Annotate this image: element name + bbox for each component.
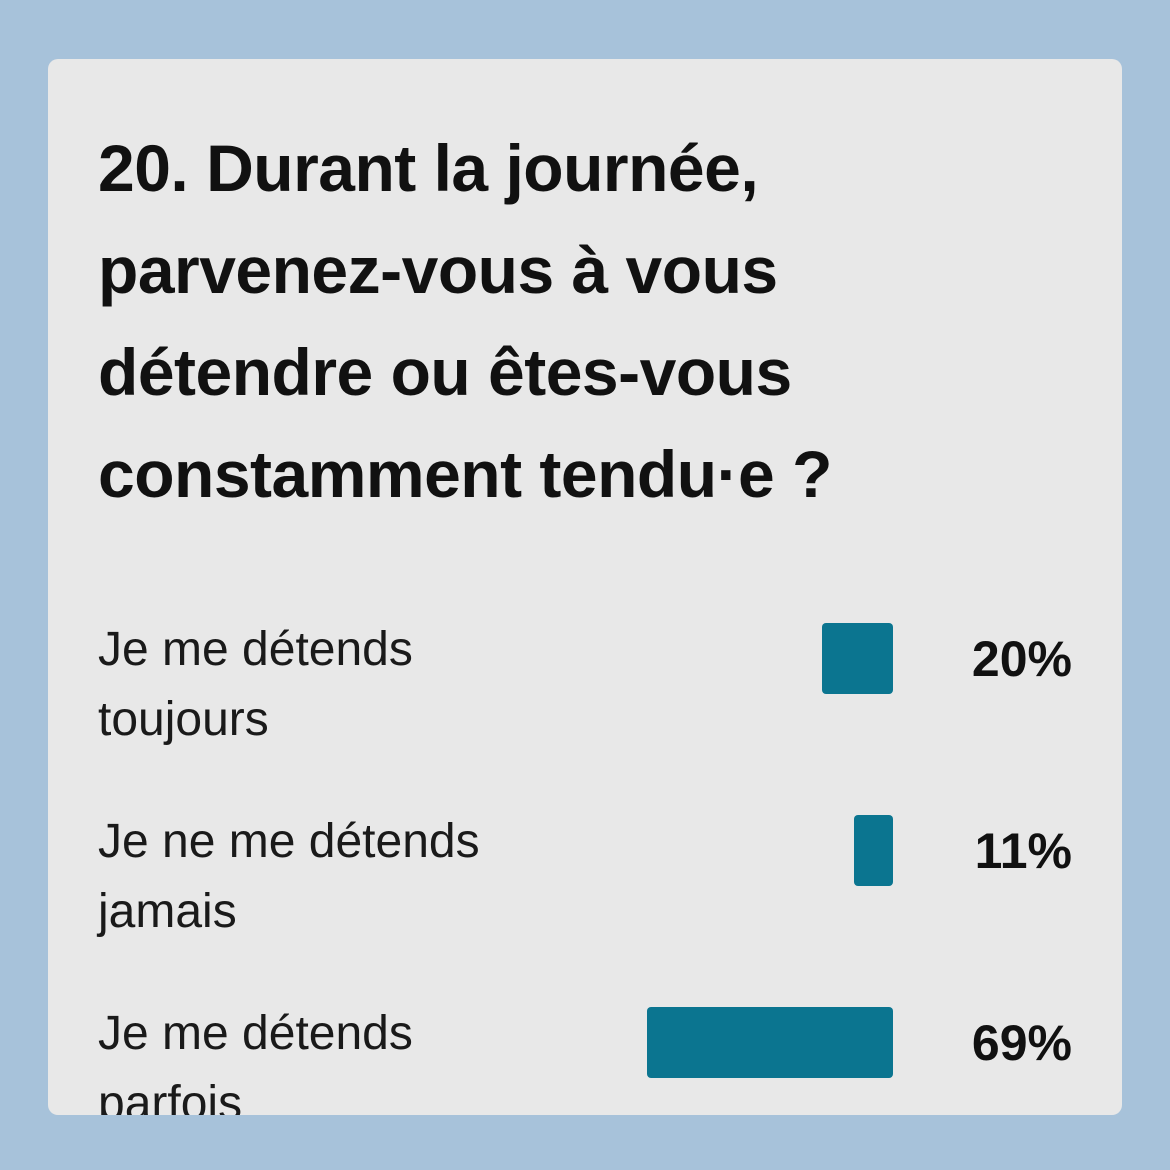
poll-option-sometimes: Je me détends parfois 69% <box>48 1007 1122 1115</box>
result-percentage: 20% <box>971 631 1072 687</box>
result-percentage: 69% <box>971 1015 1072 1071</box>
result-percentage: 11% <box>974 823 1072 879</box>
result-bar <box>647 1007 893 1078</box>
option-label: Je ne me détends jamais <box>98 815 480 938</box>
poll-card: 20. Durant la journée, parvenez-vous à v… <box>48 59 1122 1115</box>
poll-option-always: Je me détends toujours 20% <box>48 623 1122 763</box>
option-label: Je me détends toujours <box>98 623 413 746</box>
poll-option-never: Je ne me détends jamais 11% <box>48 815 1122 955</box>
option-label: Je me détends parfois <box>98 1007 413 1115</box>
result-bar <box>854 815 893 886</box>
poll-question: 20. Durant la journée, parvenez-vous à v… <box>98 131 832 511</box>
result-bar <box>822 623 893 694</box>
